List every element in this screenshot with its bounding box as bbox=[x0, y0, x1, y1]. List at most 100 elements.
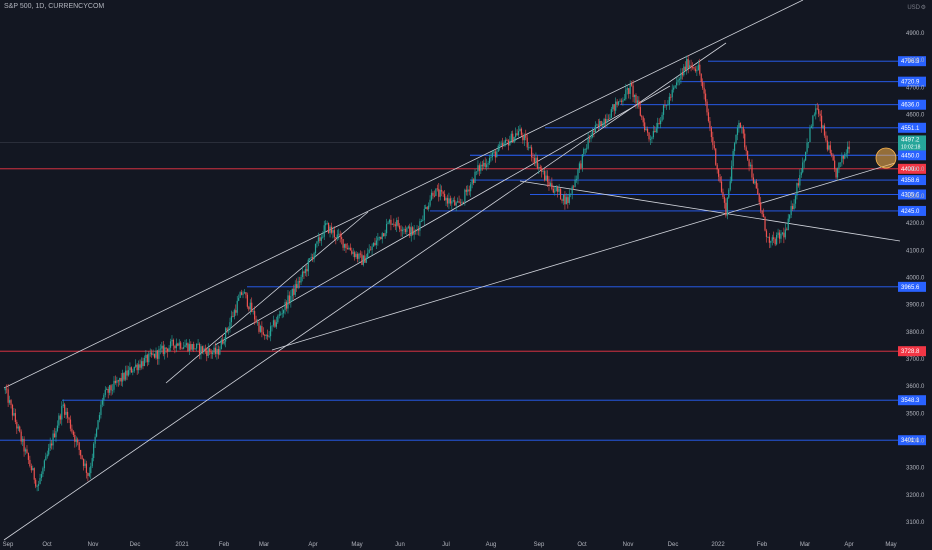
candle-body bbox=[781, 232, 784, 234]
candle-body bbox=[452, 200, 454, 202]
candle-body bbox=[17, 426, 19, 429]
symbol-title[interactable]: S&P 500, 1D, CURRENCYCOM bbox=[4, 3, 105, 10]
candle-body bbox=[512, 133, 514, 143]
candle-body bbox=[58, 415, 60, 426]
candle-body bbox=[425, 207, 427, 209]
price-tick-label: 3300.0 bbox=[906, 466, 925, 472]
candle-body bbox=[704, 93, 707, 102]
candle-body bbox=[677, 79, 679, 83]
candle-body bbox=[309, 258, 311, 260]
candle-body bbox=[138, 364, 140, 371]
candle-body bbox=[762, 214, 765, 218]
level-price-label: 4796.3 bbox=[901, 59, 920, 65]
candle-body bbox=[225, 328, 227, 342]
gear-icon[interactable]: ⚙ bbox=[920, 5, 926, 11]
candle-body bbox=[449, 198, 451, 204]
candle-body bbox=[522, 134, 524, 141]
candle-body bbox=[227, 328, 230, 331]
candle-body bbox=[410, 227, 412, 237]
level-price-tag bbox=[898, 163, 926, 174]
candle-body bbox=[467, 189, 469, 192]
candle-body bbox=[639, 106, 641, 116]
candle-body bbox=[120, 377, 122, 382]
candle-body bbox=[370, 249, 372, 251]
candle-body bbox=[36, 485, 38, 487]
candle-body bbox=[298, 281, 301, 283]
candle-body bbox=[689, 65, 691, 69]
candle-body bbox=[529, 147, 531, 149]
candle-body bbox=[748, 159, 750, 167]
candle-body bbox=[635, 94, 637, 103]
time-tick-label: Sep bbox=[3, 542, 14, 548]
candle-body bbox=[491, 152, 494, 157]
price-tick-label: 4800.0 bbox=[906, 58, 925, 64]
candle-body bbox=[271, 325, 273, 327]
level-price-label: 4358.6 bbox=[901, 178, 920, 184]
candle-body bbox=[575, 178, 578, 180]
price-tick-label: 3900.0 bbox=[906, 303, 925, 309]
candle-body bbox=[642, 117, 644, 123]
candle-body bbox=[728, 189, 730, 198]
candle-body bbox=[812, 115, 814, 127]
candle-body bbox=[84, 463, 86, 466]
candle-body bbox=[488, 157, 491, 164]
candle-body bbox=[648, 132, 650, 140]
candle-body bbox=[278, 314, 280, 316]
candle-body bbox=[558, 188, 560, 192]
candle-body bbox=[554, 191, 556, 193]
candle-body bbox=[4, 388, 6, 391]
candle-body bbox=[280, 313, 282, 315]
candle-body bbox=[165, 347, 167, 349]
candle-body bbox=[385, 224, 388, 234]
candle-body bbox=[107, 388, 109, 393]
candle-body bbox=[816, 108, 818, 110]
candle-body bbox=[507, 140, 509, 146]
candle-body bbox=[477, 165, 479, 172]
candle-body bbox=[420, 220, 422, 222]
candle-body bbox=[462, 201, 465, 203]
time-axis[interactable]: Sep Oct Nov Dec 2021 Feb Mar Apr May Jun Jul Aug Sep… bbox=[3, 542, 897, 548]
candle-body bbox=[838, 162, 840, 168]
current-price-label: 4497.2 bbox=[901, 137, 920, 143]
candle-body bbox=[842, 155, 844, 159]
candle-body bbox=[93, 443, 95, 459]
candle-body bbox=[399, 225, 401, 230]
candle-body bbox=[394, 224, 396, 227]
candle-body bbox=[124, 370, 127, 380]
candle-body bbox=[665, 104, 668, 106]
candle-body bbox=[570, 193, 572, 195]
candle-body bbox=[267, 334, 269, 337]
candle-body bbox=[111, 389, 114, 391]
candle-body bbox=[487, 163, 489, 165]
level-price-tag bbox=[898, 56, 926, 67]
candle-body bbox=[354, 252, 356, 258]
candle-body bbox=[319, 237, 321, 241]
candle-body bbox=[239, 292, 241, 298]
candle-body bbox=[400, 229, 402, 232]
candle-body bbox=[587, 138, 589, 149]
candle-body bbox=[671, 89, 673, 98]
candle-body bbox=[333, 230, 335, 238]
candle-body bbox=[528, 147, 530, 149]
candle-body bbox=[670, 96, 672, 98]
candle-body bbox=[549, 183, 552, 187]
level-price-tag bbox=[898, 435, 926, 446]
candle-body bbox=[317, 237, 320, 242]
candle-body bbox=[845, 153, 847, 155]
candle-body bbox=[42, 468, 44, 475]
candle-body bbox=[623, 99, 625, 101]
candle-body bbox=[8, 400, 11, 403]
candle-body bbox=[718, 169, 720, 177]
candle-body bbox=[497, 145, 499, 152]
candle-body bbox=[429, 199, 431, 206]
candle-body bbox=[787, 218, 789, 231]
level-price-tag bbox=[898, 122, 926, 133]
candle-body bbox=[175, 343, 177, 349]
candle-body bbox=[525, 135, 527, 138]
price-tick-label: 4400.0 bbox=[906, 167, 925, 173]
candle-body bbox=[573, 186, 575, 188]
candle-body bbox=[791, 206, 794, 210]
candle-body bbox=[603, 118, 605, 127]
candle-body bbox=[307, 259, 309, 272]
